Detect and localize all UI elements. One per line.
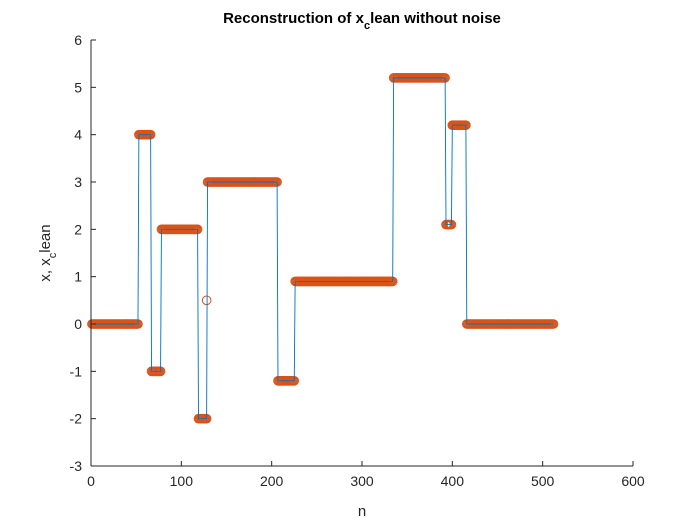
y-tick-label: 6 <box>74 32 82 48</box>
y-tick-label: 4 <box>74 127 82 143</box>
y-tick-label: 5 <box>74 79 82 95</box>
y-tick-label: 3 <box>74 174 82 190</box>
y-tick-label: -1 <box>70 363 83 379</box>
y-tick-label: -3 <box>70 458 83 474</box>
x-tick-label: 500 <box>531 473 555 489</box>
x-tick-label: 300 <box>350 473 374 489</box>
y-tick-label: 1 <box>74 269 82 285</box>
x-tick-label: 100 <box>170 473 194 489</box>
y-tick-label: 0 <box>74 316 82 332</box>
y-axis-label: x, xclean <box>37 224 59 281</box>
x-tick-label: 0 <box>87 473 95 489</box>
chart-title: Reconstruction of xclean without noise <box>223 10 501 32</box>
x-axis-label: n <box>358 503 366 520</box>
series-layer <box>87 73 559 424</box>
series-x-clean <box>87 73 559 424</box>
y-tick-label: 2 <box>74 221 82 237</box>
series-x-line <box>91 77 554 420</box>
axes-layer: 0 100 200 300 400 500 600 -3 -2 -1 0 1 2 3 4 5 6 <box>70 32 645 489</box>
x-tick-label: 600 <box>621 473 645 489</box>
y-tick-label: -2 <box>70 411 83 427</box>
x-tick-label: 400 <box>441 473 465 489</box>
x-tick-label: 200 <box>260 473 284 489</box>
